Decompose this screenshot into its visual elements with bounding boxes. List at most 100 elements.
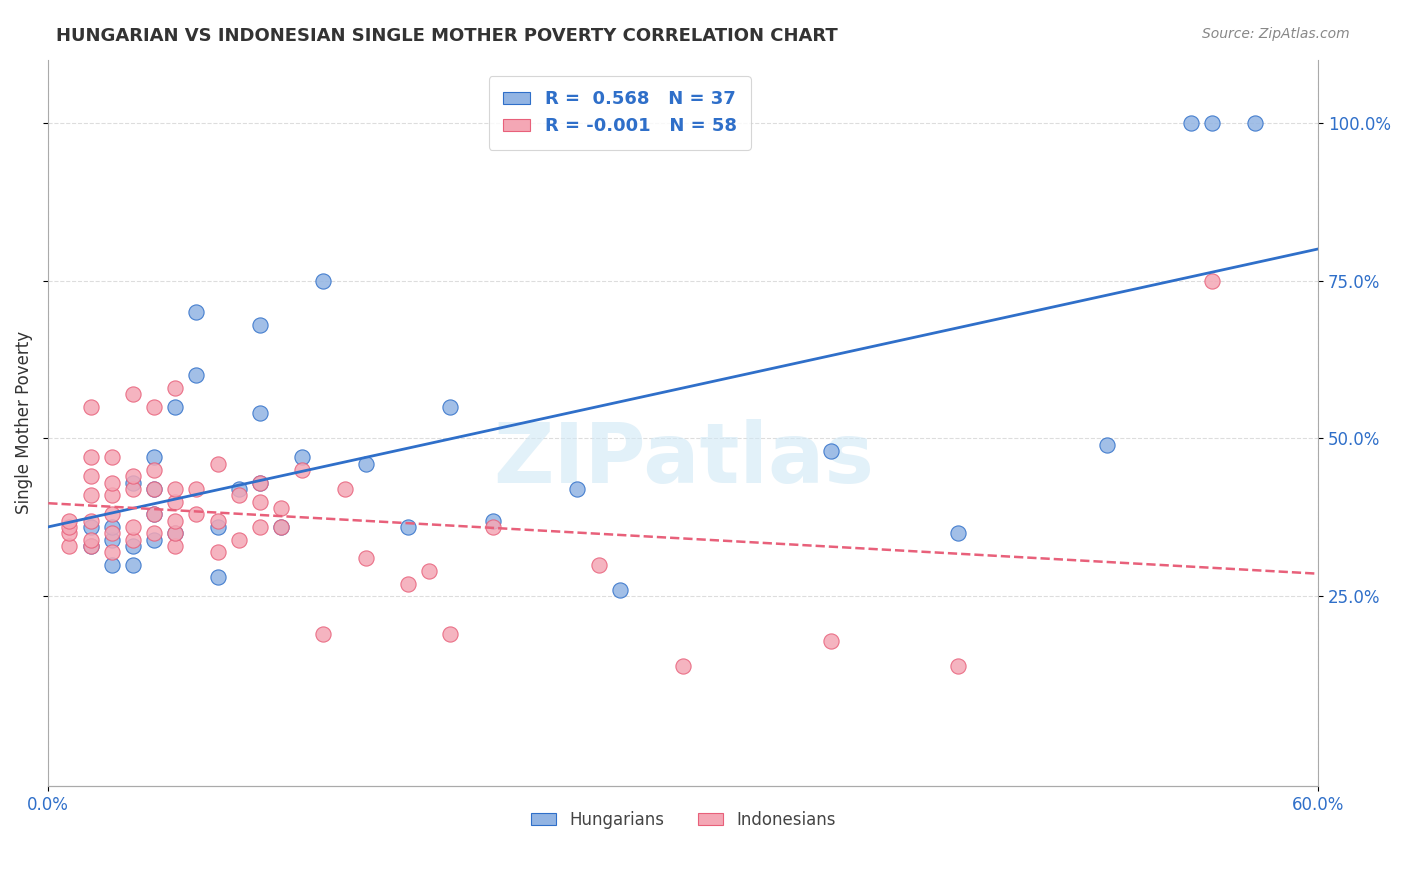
Point	[207, 570, 229, 584]
Point	[101, 558, 124, 572]
Point	[820, 444, 842, 458]
Point	[143, 508, 166, 522]
Point	[79, 450, 101, 465]
Point	[122, 558, 145, 572]
Point	[312, 274, 335, 288]
Point	[312, 627, 335, 641]
Point	[101, 545, 124, 559]
Point	[58, 526, 80, 541]
Point	[79, 539, 101, 553]
Point	[79, 520, 101, 534]
Point	[122, 469, 145, 483]
Point	[1201, 116, 1223, 130]
Point	[101, 520, 124, 534]
Text: HUNGARIAN VS INDONESIAN SINGLE MOTHER POVERTY CORRELATION CHART: HUNGARIAN VS INDONESIAN SINGLE MOTHER PO…	[56, 27, 838, 45]
Point	[122, 482, 145, 496]
Point	[1095, 438, 1118, 452]
Point	[333, 482, 356, 496]
Point	[291, 450, 314, 465]
Point	[165, 539, 187, 553]
Point	[143, 526, 166, 541]
Text: Source: ZipAtlas.com: Source: ZipAtlas.com	[1202, 27, 1350, 41]
Point	[207, 545, 229, 559]
Point	[228, 482, 250, 496]
Point	[1180, 116, 1202, 130]
Point	[672, 658, 695, 673]
Point	[948, 658, 970, 673]
Point	[354, 457, 377, 471]
Point	[820, 633, 842, 648]
Point	[439, 400, 461, 414]
Point	[143, 463, 166, 477]
Point	[143, 482, 166, 496]
Point	[79, 488, 101, 502]
Point	[207, 514, 229, 528]
Text: ZIPatlas: ZIPatlas	[492, 418, 873, 500]
Point	[165, 482, 187, 496]
Point	[207, 457, 229, 471]
Point	[228, 533, 250, 547]
Point	[270, 520, 292, 534]
Point	[122, 475, 145, 490]
Point	[143, 533, 166, 547]
Y-axis label: Single Mother Poverty: Single Mother Poverty	[15, 331, 32, 515]
Point	[1201, 274, 1223, 288]
Point	[249, 494, 271, 508]
Point	[249, 406, 271, 420]
Point	[481, 514, 503, 528]
Point	[143, 508, 166, 522]
Point	[207, 520, 229, 534]
Point	[396, 576, 419, 591]
Point	[58, 514, 80, 528]
Point	[79, 469, 101, 483]
Point	[165, 400, 187, 414]
Point	[122, 533, 145, 547]
Point	[165, 494, 187, 508]
Point	[588, 558, 610, 572]
Point	[58, 539, 80, 553]
Legend: Hungarians, Indonesians: Hungarians, Indonesians	[524, 805, 842, 836]
Point	[101, 526, 124, 541]
Point	[101, 533, 124, 547]
Point	[1243, 116, 1265, 130]
Point	[439, 627, 461, 641]
Point	[101, 475, 124, 490]
Point	[79, 514, 101, 528]
Point	[143, 450, 166, 465]
Point	[186, 482, 208, 496]
Point	[186, 368, 208, 383]
Point	[122, 520, 145, 534]
Point	[122, 387, 145, 401]
Point	[186, 508, 208, 522]
Point	[567, 482, 589, 496]
Point	[101, 508, 124, 522]
Point	[165, 526, 187, 541]
Point	[101, 450, 124, 465]
Point	[609, 582, 631, 597]
Point	[165, 526, 187, 541]
Point	[79, 539, 101, 553]
Point	[186, 305, 208, 319]
Point	[165, 381, 187, 395]
Point	[270, 500, 292, 515]
Point	[291, 463, 314, 477]
Point	[396, 520, 419, 534]
Point	[101, 488, 124, 502]
Point	[228, 488, 250, 502]
Point	[143, 400, 166, 414]
Point	[270, 520, 292, 534]
Point	[165, 514, 187, 528]
Point	[143, 482, 166, 496]
Point	[249, 475, 271, 490]
Point	[79, 400, 101, 414]
Point	[249, 318, 271, 332]
Point	[249, 520, 271, 534]
Point	[79, 533, 101, 547]
Point	[122, 539, 145, 553]
Point	[418, 564, 440, 578]
Point	[58, 520, 80, 534]
Point	[354, 551, 377, 566]
Point	[249, 475, 271, 490]
Point	[948, 526, 970, 541]
Point	[481, 520, 503, 534]
